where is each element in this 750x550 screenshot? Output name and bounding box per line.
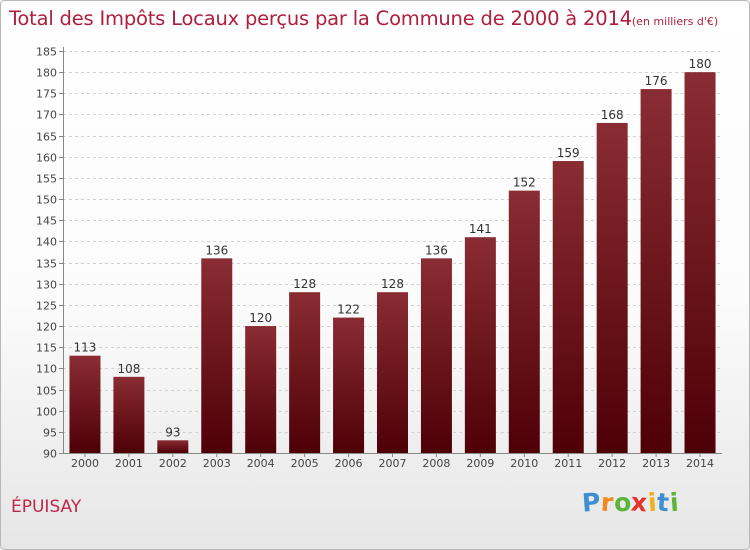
proxiti-logo: Proxiti xyxy=(581,487,680,518)
y-tick-label: 135 xyxy=(36,258,57,271)
y-tick-label: 170 xyxy=(36,109,57,122)
bar-2000 xyxy=(69,355,101,453)
x-tick-label: 2008 xyxy=(422,457,450,470)
y-tick-label: 130 xyxy=(36,279,57,292)
x-tick-label: 2000 xyxy=(71,457,99,470)
commune-name: ÉPUISAY xyxy=(11,497,82,517)
value-label: 136 xyxy=(205,243,228,257)
bar-2005 xyxy=(289,292,321,453)
bar-2002 xyxy=(157,440,189,453)
logo-letter: P xyxy=(581,487,602,518)
y-tick-label: 120 xyxy=(36,321,57,334)
logo-letter: x xyxy=(630,487,649,518)
y-tick-label: 110 xyxy=(36,363,57,376)
x-tick-label: 2003 xyxy=(203,457,231,470)
bar-2013 xyxy=(640,89,672,453)
value-label: 128 xyxy=(293,277,316,291)
y-tick-label: 150 xyxy=(36,194,57,207)
y-tick-label: 145 xyxy=(36,215,57,228)
value-label: 113 xyxy=(74,341,97,355)
x-tick-label: 2001 xyxy=(115,457,143,470)
y-tick-label: 140 xyxy=(36,236,57,249)
x-tick-label: 2004 xyxy=(247,457,275,470)
bar-2014 xyxy=(684,72,716,453)
y-tick-label: 180 xyxy=(36,67,57,80)
value-label: 168 xyxy=(601,108,624,122)
bar-2012 xyxy=(596,122,628,454)
y-tick-label: 90 xyxy=(43,448,57,461)
y-tick-label: 155 xyxy=(36,173,57,186)
value-label: 141 xyxy=(469,222,492,236)
value-label: 122 xyxy=(337,303,360,317)
y-tick-label: 125 xyxy=(36,300,57,313)
x-tick-label: 2009 xyxy=(466,457,494,470)
bar-2008 xyxy=(420,258,452,453)
x-tick-label: 2013 xyxy=(642,457,670,470)
y-tick-label: 100 xyxy=(36,406,57,419)
y-axis: 90 95 100 105 110 115 120 125 130 135 140 145 150 155… xyxy=(36,46,64,461)
bar-2003 xyxy=(201,258,233,453)
value-label: 108 xyxy=(117,362,140,376)
value-label: 128 xyxy=(381,277,404,291)
bar-2010 xyxy=(508,190,540,454)
chart-title: Total des Impôts Locaux perçus par la Co… xyxy=(9,7,718,30)
grid-lines xyxy=(63,51,722,454)
value-label: 176 xyxy=(645,74,668,88)
y-tick-label: 115 xyxy=(36,342,57,355)
value-label: 136 xyxy=(425,243,448,257)
x-tick-label: 2012 xyxy=(598,457,626,470)
value-label: 93 xyxy=(165,425,180,439)
y-tick-label: 175 xyxy=(36,88,57,101)
value-label: 120 xyxy=(249,311,272,325)
bar-2004 xyxy=(245,326,277,453)
value-label: 152 xyxy=(513,176,536,190)
x-tick-label: 2007 xyxy=(379,457,407,470)
y-tick-label: 105 xyxy=(36,385,57,398)
bar-2007 xyxy=(377,292,408,453)
bars xyxy=(69,72,716,454)
y-tick-label: 95 xyxy=(43,427,57,440)
bar-2009 xyxy=(464,237,496,453)
y-tick-label: 165 xyxy=(36,131,57,144)
x-tick-label: 2014 xyxy=(686,457,714,470)
x-tick-label: 2011 xyxy=(554,457,582,470)
chart-unit: (en milliers d'€) xyxy=(631,15,719,28)
x-tick-label: 2006 xyxy=(335,457,363,470)
bar-2011 xyxy=(552,161,584,453)
y-tick-label: 185 xyxy=(36,46,57,59)
x-tick-label: 2005 xyxy=(291,457,319,470)
y-tick-label: 160 xyxy=(36,152,57,165)
x-axis: 2000 2001 2002 2003 2004 2005 2006 2007 2008 2009… xyxy=(63,453,722,470)
value-label: 159 xyxy=(557,146,580,160)
bar-2001 xyxy=(113,376,145,453)
value-labels: 113 108 93 136 120 128 122 128 136 141 152 159 168 17… xyxy=(74,57,712,439)
x-tick-label: 2002 xyxy=(159,457,187,470)
logo-letter: i xyxy=(668,487,680,518)
chart-title-text: Total des Impôts Locaux perçus par la Co… xyxy=(9,7,632,30)
value-label: 180 xyxy=(689,57,712,71)
x-tick-label: 2010 xyxy=(510,457,538,470)
bar-2006 xyxy=(333,317,365,453)
